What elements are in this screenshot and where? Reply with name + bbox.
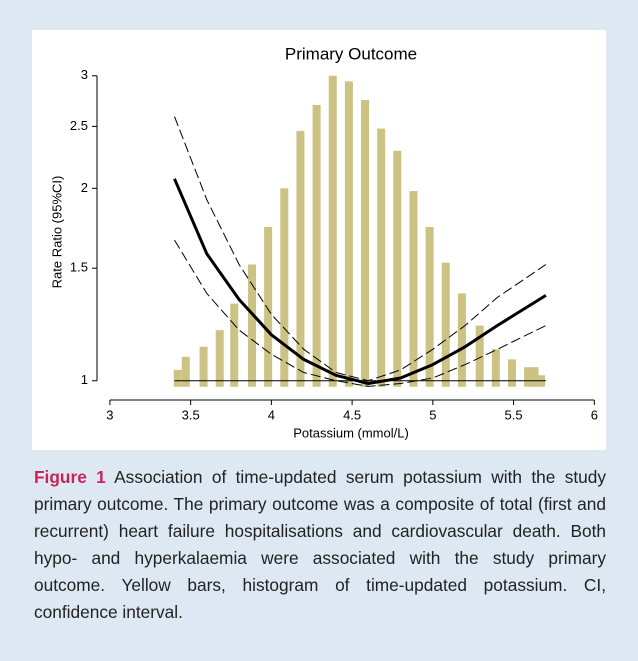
histogram-bar [230,303,239,387]
histogram-bar [491,349,500,387]
ci-line [174,116,547,382]
histogram-bar [215,330,224,387]
x-tick-label: 6 [591,407,598,422]
x-tick-label: 4 [268,407,275,422]
histogram-bar [530,367,539,387]
histogram-bar [328,75,337,387]
histogram-bar [296,130,305,387]
histogram-bar [409,191,418,387]
histogram-bar [280,188,289,387]
caption-label: Figure 1 [34,467,106,487]
histogram-bar [377,128,386,387]
ci-line [174,239,547,387]
y-tick-label: 3 [81,67,88,82]
y-tick-label: 2 [81,180,88,195]
x-tick-label: 5.5 [505,407,523,422]
histogram-bar [199,346,208,387]
caption-text: Association of time-updated serum potass… [34,467,606,622]
chart: Primary Outcome Potassium (mmol/L) Rate … [32,30,606,450]
y-tick-label: 2.5 [70,118,88,133]
caption: Figure 1 Association of time-updated ser… [34,464,606,626]
histogram-bar [475,325,484,387]
x-axis-label: Potassium (mmol/L) [293,425,409,440]
x-tick-label: 4.5 [343,407,361,422]
histogram-bar [248,264,257,387]
histogram-bar [361,99,370,387]
estimate-line [173,178,547,385]
y-tick-label: 1.5 [70,260,88,275]
histogram-bar [181,356,190,387]
histogram-bar [393,150,402,387]
histogram-bar [344,81,353,387]
histogram-bar [264,226,273,387]
chart-title: Primary Outcome [285,44,417,63]
histogram-bar [457,293,466,387]
x-tick-label: 3.5 [182,407,200,422]
x-tick-label: 5 [429,407,436,422]
histogram-bar [524,367,533,387]
histogram-bar [312,105,321,387]
histogram-bar [173,369,182,387]
x-tick-label: 3 [106,407,113,422]
histogram-bar [507,359,516,387]
y-axis-label: Rate Ratio (95%CI) [49,176,64,289]
histogram-bar [441,262,450,387]
histogram-bar [425,226,434,387]
y-tick-label: 1 [81,372,88,387]
